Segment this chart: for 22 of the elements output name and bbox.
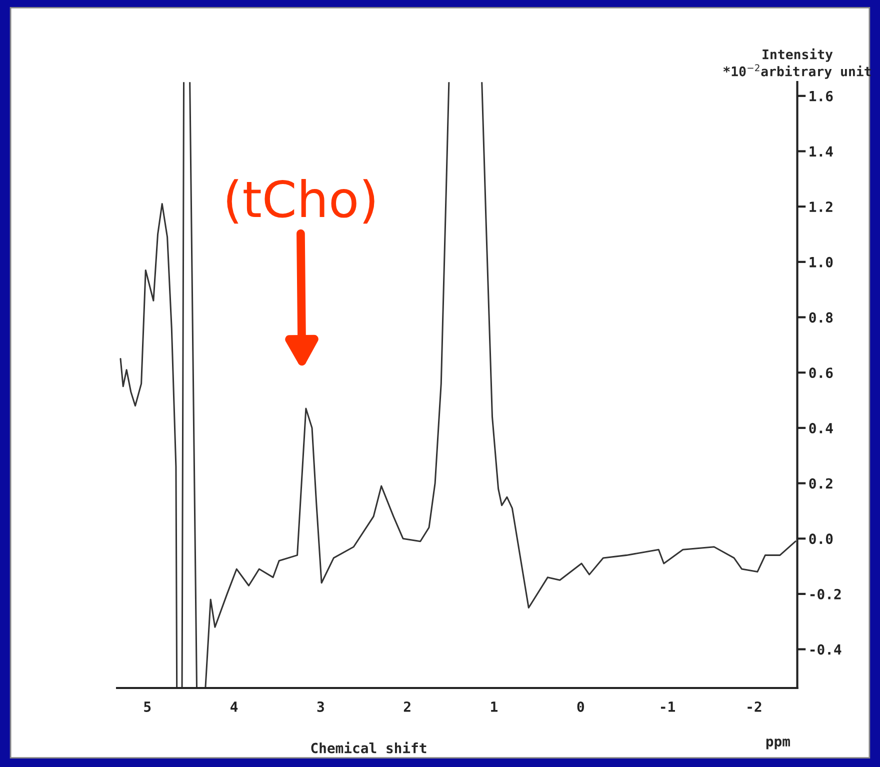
x-tick-label: -1	[660, 702, 675, 712]
x-tick-label: 1	[491, 702, 498, 712]
x-tick-label: 2	[404, 701, 410, 712]
x-tick-label: 0	[577, 701, 584, 712]
y-tick-label: 0.6	[809, 368, 833, 378]
annotation: (tCho)	[227, 179, 374, 224]
y-tick-label: 0.4	[809, 422, 833, 434]
y-tick-label: 1.4	[810, 146, 833, 157]
x-axis-title: Chemical shift	[311, 742, 426, 754]
y-tick-label: -0.4	[810, 644, 842, 655]
y-tick-label: 0.0	[809, 534, 833, 544]
x-tick-label: 5	[144, 702, 151, 712]
y-tick-label: 1.6	[810, 90, 833, 102]
y-tick-label: 1.2	[810, 202, 832, 212]
y-tick-label: 1.0	[810, 256, 833, 268]
x-tick-label: 3	[317, 701, 324, 712]
y-tick-label: 0.8	[809, 312, 833, 323]
text: ppm	[766, 738, 790, 750]
x-tick-label: -2	[748, 701, 762, 712]
y-tick-label: -0.2	[810, 588, 841, 600]
y-tick-label: 0.2	[809, 478, 832, 489]
x-tick-label: 4	[230, 702, 238, 712]
